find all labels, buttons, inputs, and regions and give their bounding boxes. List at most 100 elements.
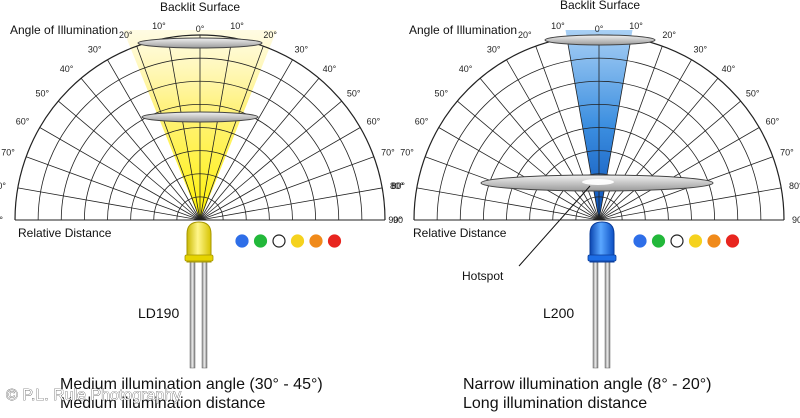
angle-radial (438, 127, 600, 221)
led-l200 (587, 221, 617, 369)
angle-labels-left: 0° 10° 20° 30° 40° 50° 60° 70° 80° 90° 10° 20° 30° 40… (0, 21, 404, 225)
angle-radial (39, 127, 201, 221)
color-option-dot (725, 234, 740, 248)
angle-tick-label: 70° (381, 148, 395, 158)
panel-ld190: 0° 10° 20° 30° 40° 50° 60° 70° 80° 90° 10° 20° 30° 40… (0, 0, 404, 412)
color-option-dot (272, 234, 286, 248)
model-label: LD190 (138, 305, 179, 321)
model-label: L200 (543, 305, 574, 321)
angle-radial (199, 187, 383, 221)
color-options-left (235, 234, 342, 248)
angle-radial (136, 46, 201, 221)
angle-radial (598, 78, 719, 221)
angle-tick-label: 50° (746, 88, 760, 98)
angle-tick-label: 80° (0, 181, 6, 191)
hotspot (582, 179, 614, 185)
angle-tick-label: 20° (518, 30, 532, 40)
caption-distance: Long illumination distance (463, 395, 647, 412)
angle-tick-label: 20° (662, 30, 676, 40)
angle-radial (199, 100, 342, 221)
backlit-surfaces-right (480, 34, 714, 192)
angle-of-illumination-label: Angle of Illumination (409, 23, 517, 37)
angle-tick-label: 10° (152, 21, 166, 31)
angle-radial (167, 37, 201, 221)
polar-grid-left (14, 34, 386, 221)
hotspot-label: Hotspot (462, 269, 504, 283)
angle-radial (199, 37, 233, 221)
angle-radial (457, 100, 600, 221)
angle-tick-label: 60° (16, 117, 30, 127)
color-option-dot (670, 234, 684, 248)
angle-tick-label: 60° (367, 117, 381, 127)
angle-tick-label: 90° (792, 215, 800, 225)
angle-of-illumination-label: Angle of Illumination (10, 23, 118, 37)
angle-tick-label: 0° (595, 24, 604, 34)
angle-tick-label: 70° (400, 148, 414, 158)
angle-tick-label: 20° (263, 30, 277, 40)
caption-angle: Medium illumination angle (30° - 45°) (60, 376, 323, 393)
angle-tick-label: 10° (230, 21, 244, 31)
angle-radial (107, 59, 201, 221)
led-leg (201, 261, 208, 369)
led-bulb (589, 221, 615, 263)
color-option-dot (651, 234, 666, 248)
angle-tick-label: 70° (780, 148, 794, 158)
color-option-dot (309, 234, 323, 248)
angle-radial (598, 187, 782, 221)
color-option-dot (253, 234, 268, 248)
watermark: © P.L. Rule Photography (6, 387, 181, 404)
angle-radial (26, 156, 201, 221)
backlit-surfaces-left (137, 37, 263, 123)
angle-tick-label: 10° (551, 21, 565, 31)
angle-tick-label: 10° (629, 21, 643, 31)
angle-tick-label: 40° (323, 64, 337, 74)
angle-tick-label: 70° (1, 148, 15, 158)
angle-radial (199, 59, 293, 221)
angle-radial (416, 187, 600, 221)
angle-tick-label: 80° (789, 181, 800, 191)
color-option-dot (633, 234, 647, 248)
angle-tick-label: 90 (393, 215, 403, 225)
backlit-surface-label: Backlit Surface (160, 0, 240, 14)
angle-tick-label: 80° (391, 181, 405, 191)
angle-tick-label: 40° (722, 64, 736, 74)
caption-angle: Narrow illumination angle (8° - 20°) (463, 376, 711, 393)
angle-labels-right: 0° 10° 20° 30° 40° 50° 60° 70° 80° 90° 10° 20° 30° 40… (388, 21, 800, 225)
backlit-surface-disc (137, 37, 263, 49)
led-rim (587, 254, 617, 262)
angle-tick-label: 30° (694, 44, 708, 54)
color-option-dot (688, 234, 703, 248)
angle-tick-label: 20° (119, 30, 133, 40)
angle-tick-label: 30° (487, 44, 501, 54)
angle-radial (17, 187, 201, 221)
angle-tick-label: 50° (347, 88, 361, 98)
angle-tick-label: 0° (196, 24, 205, 34)
backlit-surface-disc (141, 111, 259, 123)
color-option-dot (290, 234, 305, 248)
backlit-surface-label: Backlit Surface (560, 0, 640, 12)
hotspot-pointer (518, 185, 591, 267)
angle-tick-label: 80° (390, 181, 404, 191)
led-leg (592, 261, 599, 369)
angle-radial (199, 127, 361, 221)
panel-l200: 0° 10° 20° 30° 40° 50° 60° 70° 80° 90° 10° 20° 30° 40… (388, 0, 800, 412)
angle-tick-label: 30° (88, 44, 102, 54)
backlit-surface-disc (544, 34, 656, 46)
angle-radial (479, 78, 600, 221)
relative-distance-label: Relative Distance (18, 226, 112, 240)
angle-radial (598, 100, 741, 221)
led-leg (189, 261, 196, 369)
angle-radial (58, 100, 201, 221)
angle-tick-label: 50° (434, 88, 448, 98)
led-rim (184, 254, 214, 262)
color-options-right (633, 234, 740, 248)
color-option-dot (707, 234, 721, 248)
color-option-dot (235, 234, 249, 248)
angle-tick-label: 40° (60, 64, 74, 74)
angle-tick-label: 30° (295, 44, 309, 54)
polar-grid-right (413, 34, 785, 221)
angle-radial (598, 59, 692, 221)
angle-tick-label: 50° (35, 88, 49, 98)
